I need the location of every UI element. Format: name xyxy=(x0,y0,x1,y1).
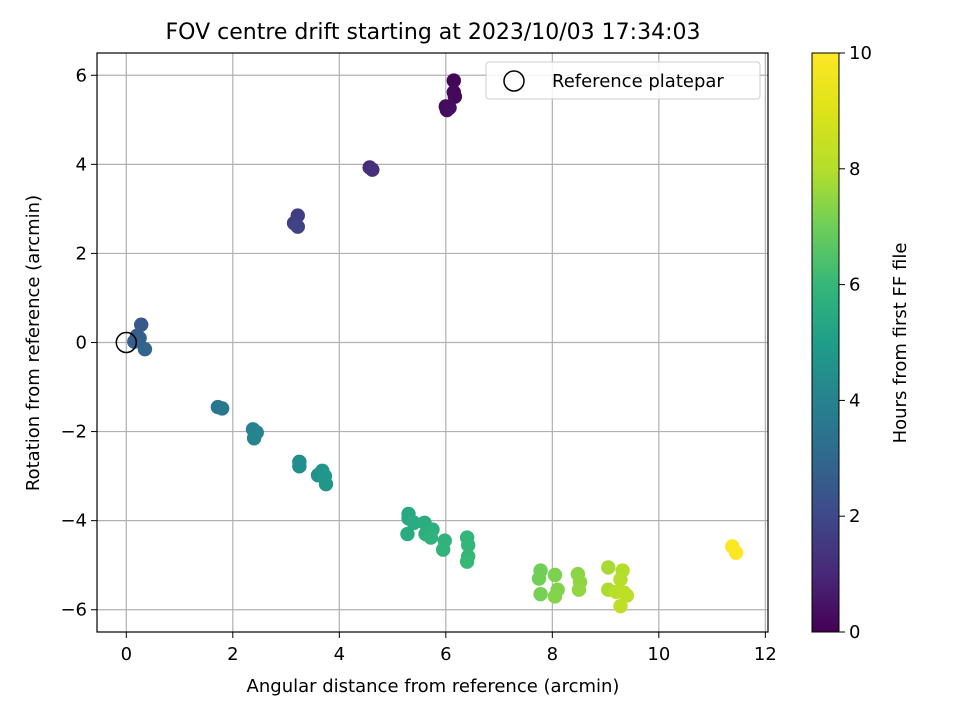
colorbar xyxy=(811,52,840,633)
colorbar-tick-label: 8 xyxy=(849,159,860,180)
y-tick-label: −2 xyxy=(60,422,87,443)
data-point xyxy=(292,459,307,474)
y-axis-ticks: −6 −4 −2 0 2 4 6 xyxy=(60,65,97,621)
x-tick-label: 6 xyxy=(440,644,451,665)
x-tick-label: 10 xyxy=(647,644,670,665)
grid xyxy=(97,53,768,632)
colorbar-tick-label: 10 xyxy=(849,43,872,64)
colorbar-ticks: 0 2 4 6 8 10 xyxy=(839,43,872,643)
data-point xyxy=(601,560,616,575)
data-point xyxy=(400,526,415,542)
data-point xyxy=(365,162,380,177)
data-point xyxy=(531,571,547,586)
y-tick-label: 0 xyxy=(76,333,87,354)
reference-point xyxy=(115,331,138,354)
x-tick-label: 2 xyxy=(227,644,238,665)
data-point xyxy=(728,545,744,560)
colorbar-tick-label: 2 xyxy=(849,506,860,527)
legend-box xyxy=(485,61,761,100)
legend: Reference platepar xyxy=(485,61,761,100)
data-point xyxy=(460,537,476,553)
x-tick-label: 12 xyxy=(754,644,777,665)
data-point xyxy=(214,401,230,416)
data-point xyxy=(406,515,422,531)
x-axis-label: Angular distance from reference (arcmin) xyxy=(247,676,620,697)
data-point xyxy=(137,341,153,357)
data-point xyxy=(459,554,475,569)
plot-frame xyxy=(96,52,769,633)
data-points xyxy=(127,73,744,614)
data-point xyxy=(435,542,451,557)
colorbar-tick-label: 0 xyxy=(849,622,860,643)
y-tick-label: 6 xyxy=(76,65,87,86)
colorbar-tick-label: 6 xyxy=(849,275,860,296)
x-tick-label: 0 xyxy=(121,644,132,665)
legend-label-reference: Reference platepar xyxy=(552,71,724,92)
data-point xyxy=(547,567,563,583)
x-axis-ticks: 0 2 4 6 8 10 12 xyxy=(121,632,777,665)
data-point xyxy=(533,586,548,602)
chart-title: FOV centre drift starting at 2023/10/03 … xyxy=(166,20,701,45)
y-tick-label: −6 xyxy=(60,600,87,621)
y-tick-label: 4 xyxy=(76,154,87,175)
data-point xyxy=(318,476,334,492)
data-point xyxy=(619,588,635,603)
x-tick-label: 4 xyxy=(334,644,345,665)
data-point xyxy=(547,589,563,604)
data-point xyxy=(613,598,628,614)
y-tick-label: 2 xyxy=(76,243,87,264)
data-point xyxy=(447,89,463,104)
colorbar-label: Hours from first FF file xyxy=(890,243,911,444)
x-tick-label: 8 xyxy=(547,644,558,665)
y-axis-label: Rotation from reference (arcmin) xyxy=(23,195,44,491)
legend-marker-reference xyxy=(503,70,525,92)
data-point xyxy=(571,582,587,597)
data-point xyxy=(127,334,142,349)
colorbar-tick-label: 4 xyxy=(849,390,860,411)
data-point xyxy=(442,100,457,115)
data-point xyxy=(290,219,305,234)
data-point xyxy=(246,431,262,446)
data-point xyxy=(446,73,462,88)
y-tick-label: −4 xyxy=(60,511,87,532)
reference-marker xyxy=(115,331,138,354)
data-point xyxy=(134,317,149,332)
data-point xyxy=(423,530,439,545)
data-point xyxy=(613,572,628,587)
